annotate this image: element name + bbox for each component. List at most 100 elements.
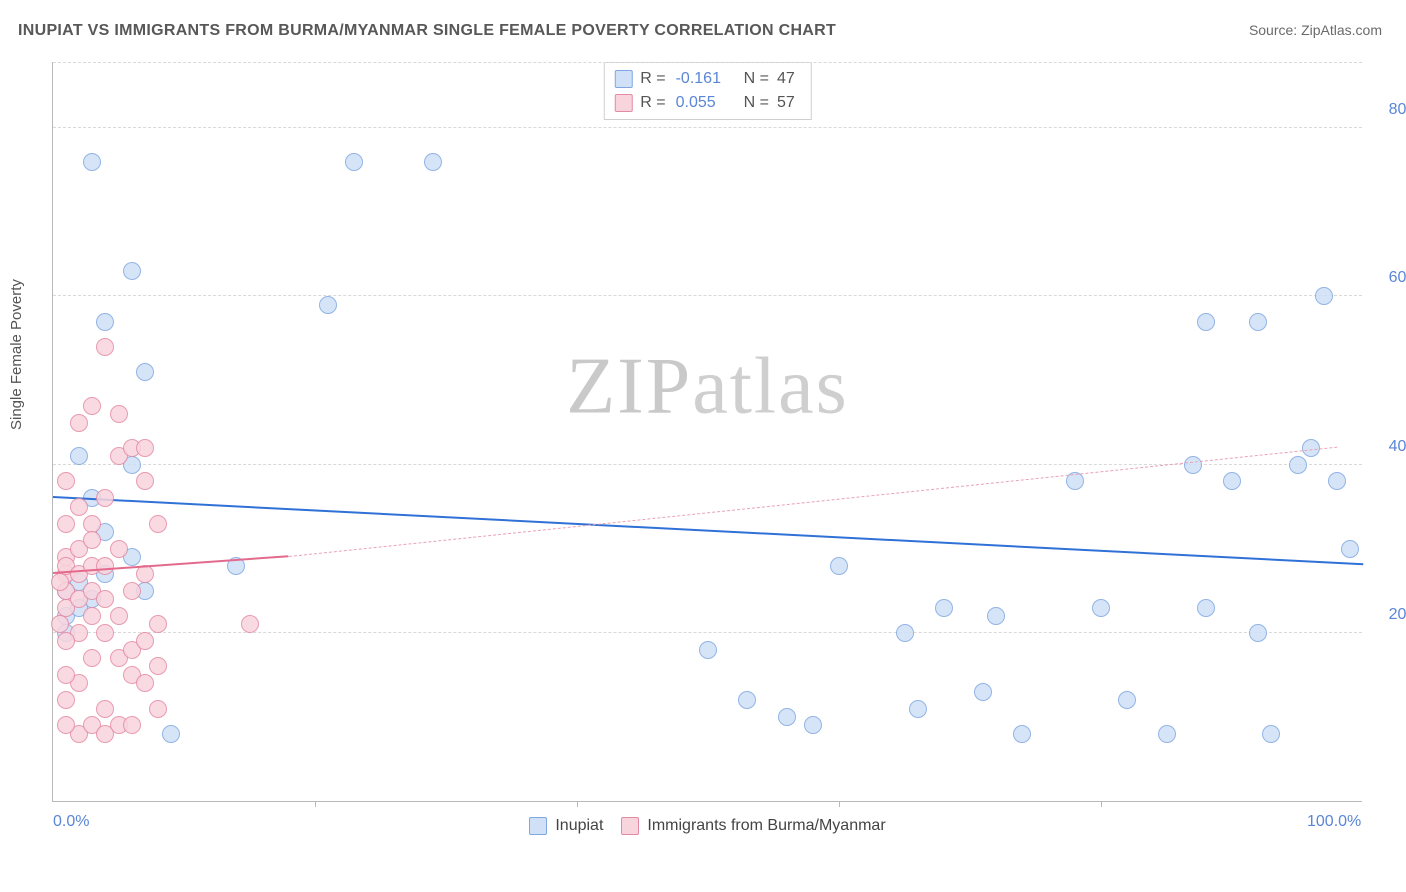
data-point [70, 414, 88, 432]
data-point [241, 615, 259, 633]
gridline [53, 62, 1362, 63]
data-point [830, 557, 848, 575]
data-point [136, 472, 154, 490]
data-point [96, 489, 114, 507]
data-point [909, 700, 927, 718]
data-point [57, 472, 75, 490]
data-point [70, 447, 88, 465]
y-tick-label: 40.0% [1389, 438, 1406, 456]
y-tick-label: 20.0% [1389, 606, 1406, 624]
data-point [136, 632, 154, 650]
data-point [96, 557, 114, 575]
watermark-bold: ZIP [566, 343, 692, 431]
legend-row-inupiat: R = -0.161 N = 47 [614, 67, 796, 91]
data-point [149, 657, 167, 675]
y-tick-label: 80.0% [1389, 101, 1406, 119]
data-point [136, 439, 154, 457]
source-label: Source: ZipAtlas.com [1249, 22, 1382, 38]
gridline [53, 295, 1362, 296]
data-point [136, 674, 154, 692]
data-point [123, 716, 141, 734]
data-point [699, 641, 717, 659]
legend-label: Immigrants from Burma/Myanmar [647, 817, 885, 835]
data-point [57, 515, 75, 533]
data-point [1118, 691, 1136, 709]
legend-item-burma: Immigrants from Burma/Myanmar [621, 817, 885, 835]
data-point [96, 338, 114, 356]
data-point [1197, 313, 1215, 331]
data-point [96, 313, 114, 331]
data-point [51, 615, 69, 633]
data-point [1184, 456, 1202, 474]
data-point [83, 153, 101, 171]
x-tick [1101, 801, 1102, 807]
r-value: -0.161 [676, 67, 730, 91]
data-point [83, 397, 101, 415]
data-point [778, 708, 796, 726]
data-point [123, 582, 141, 600]
data-point [96, 624, 114, 642]
data-point [1197, 599, 1215, 617]
data-point [83, 607, 101, 625]
watermark: ZIPatlas [566, 342, 849, 433]
data-point [83, 515, 101, 533]
data-point [1013, 725, 1031, 743]
data-point [1249, 313, 1267, 331]
n-value: 47 [777, 67, 795, 91]
data-point [987, 607, 1005, 625]
data-point [51, 573, 69, 591]
data-point [935, 599, 953, 617]
data-point [57, 632, 75, 650]
data-point [804, 716, 822, 734]
swatch-burma [614, 94, 632, 112]
data-point [96, 590, 114, 608]
data-point [1223, 472, 1241, 490]
data-point [738, 691, 756, 709]
data-point [1249, 624, 1267, 642]
data-point [149, 515, 167, 533]
data-point [136, 363, 154, 381]
data-point [110, 540, 128, 558]
series-legend: Inupiat Immigrants from Burma/Myanmar [53, 817, 1362, 835]
data-point [1289, 456, 1307, 474]
data-point [110, 405, 128, 423]
data-point [1158, 725, 1176, 743]
data-point [57, 666, 75, 684]
legend-label: Inupiat [555, 817, 603, 835]
n-label: N = [744, 67, 769, 91]
data-point [1262, 725, 1280, 743]
n-value: 57 [777, 91, 795, 115]
swatch-inupiat [529, 817, 547, 835]
r-label: R = [640, 67, 665, 91]
data-point [149, 615, 167, 633]
data-point [1092, 599, 1110, 617]
data-point [83, 531, 101, 549]
r-label: R = [640, 91, 665, 115]
data-point [96, 700, 114, 718]
x-tick [315, 801, 316, 807]
legend-item-inupiat: Inupiat [529, 817, 603, 835]
data-point [70, 498, 88, 516]
data-point [896, 624, 914, 642]
data-point [1341, 540, 1359, 558]
data-point [162, 725, 180, 743]
x-tick-label: 0.0% [53, 813, 89, 831]
swatch-burma [621, 817, 639, 835]
gridline [53, 127, 1362, 128]
swatch-inupiat [614, 70, 632, 88]
chart-title: INUPIAT VS IMMIGRANTS FROM BURMA/MYANMAR… [18, 22, 836, 40]
data-point [319, 296, 337, 314]
plot-area: ZIPatlas R = -0.161 N = 47 R = 0.055 N =… [52, 62, 1362, 802]
x-tick-label: 100.0% [1307, 813, 1361, 831]
watermark-thin: atlas [692, 343, 849, 431]
data-point [83, 649, 101, 667]
data-point [123, 262, 141, 280]
y-axis-label: Single Female Poverty [8, 279, 25, 430]
x-tick [839, 801, 840, 807]
trend-line [53, 496, 1363, 565]
data-point [1328, 472, 1346, 490]
data-point [110, 607, 128, 625]
data-point [57, 691, 75, 709]
x-tick [577, 801, 578, 807]
data-point [345, 153, 363, 171]
